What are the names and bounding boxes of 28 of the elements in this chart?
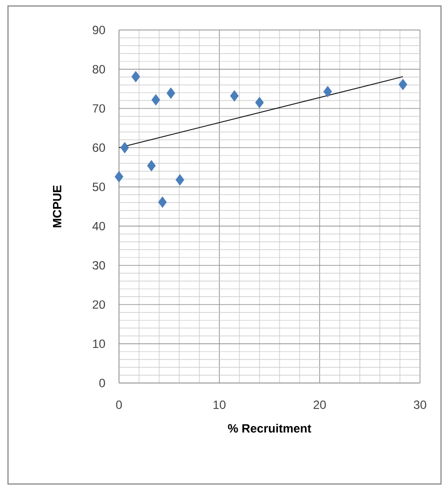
x-tick-label: 10 <box>214 400 226 409</box>
y-tick-label: 0 <box>99 378 106 388</box>
x-tick-label: 30 <box>414 400 426 409</box>
point <box>120 142 130 154</box>
x-axis-title: % Recruitment <box>228 424 312 433</box>
y-tick-label: 20 <box>92 300 106 309</box>
point <box>176 174 184 186</box>
x-tick-label: 20 <box>314 400 326 409</box>
point <box>230 90 239 102</box>
point <box>158 196 167 208</box>
y-tick-label: 80 <box>92 64 106 74</box>
point <box>166 87 176 99</box>
y-tick-label: 70 <box>92 104 106 113</box>
point <box>323 86 332 98</box>
point <box>114 170 124 182</box>
point <box>147 160 156 172</box>
point <box>152 94 160 106</box>
y-tick-label: 90 <box>92 26 106 34</box>
x-tick-label: 0 <box>116 400 122 409</box>
y-tick-label: 40 <box>92 222 106 230</box>
y-axis-title: MCPUE <box>52 185 62 228</box>
point <box>131 70 140 82</box>
y-tick-label: 30 <box>92 261 106 270</box>
point <box>398 78 408 90</box>
y-tick-label: 50 <box>92 182 106 192</box>
y-tick-label: 60 <box>92 143 106 152</box>
point <box>255 96 264 108</box>
y-tick-label: 10 <box>93 340 106 348</box>
